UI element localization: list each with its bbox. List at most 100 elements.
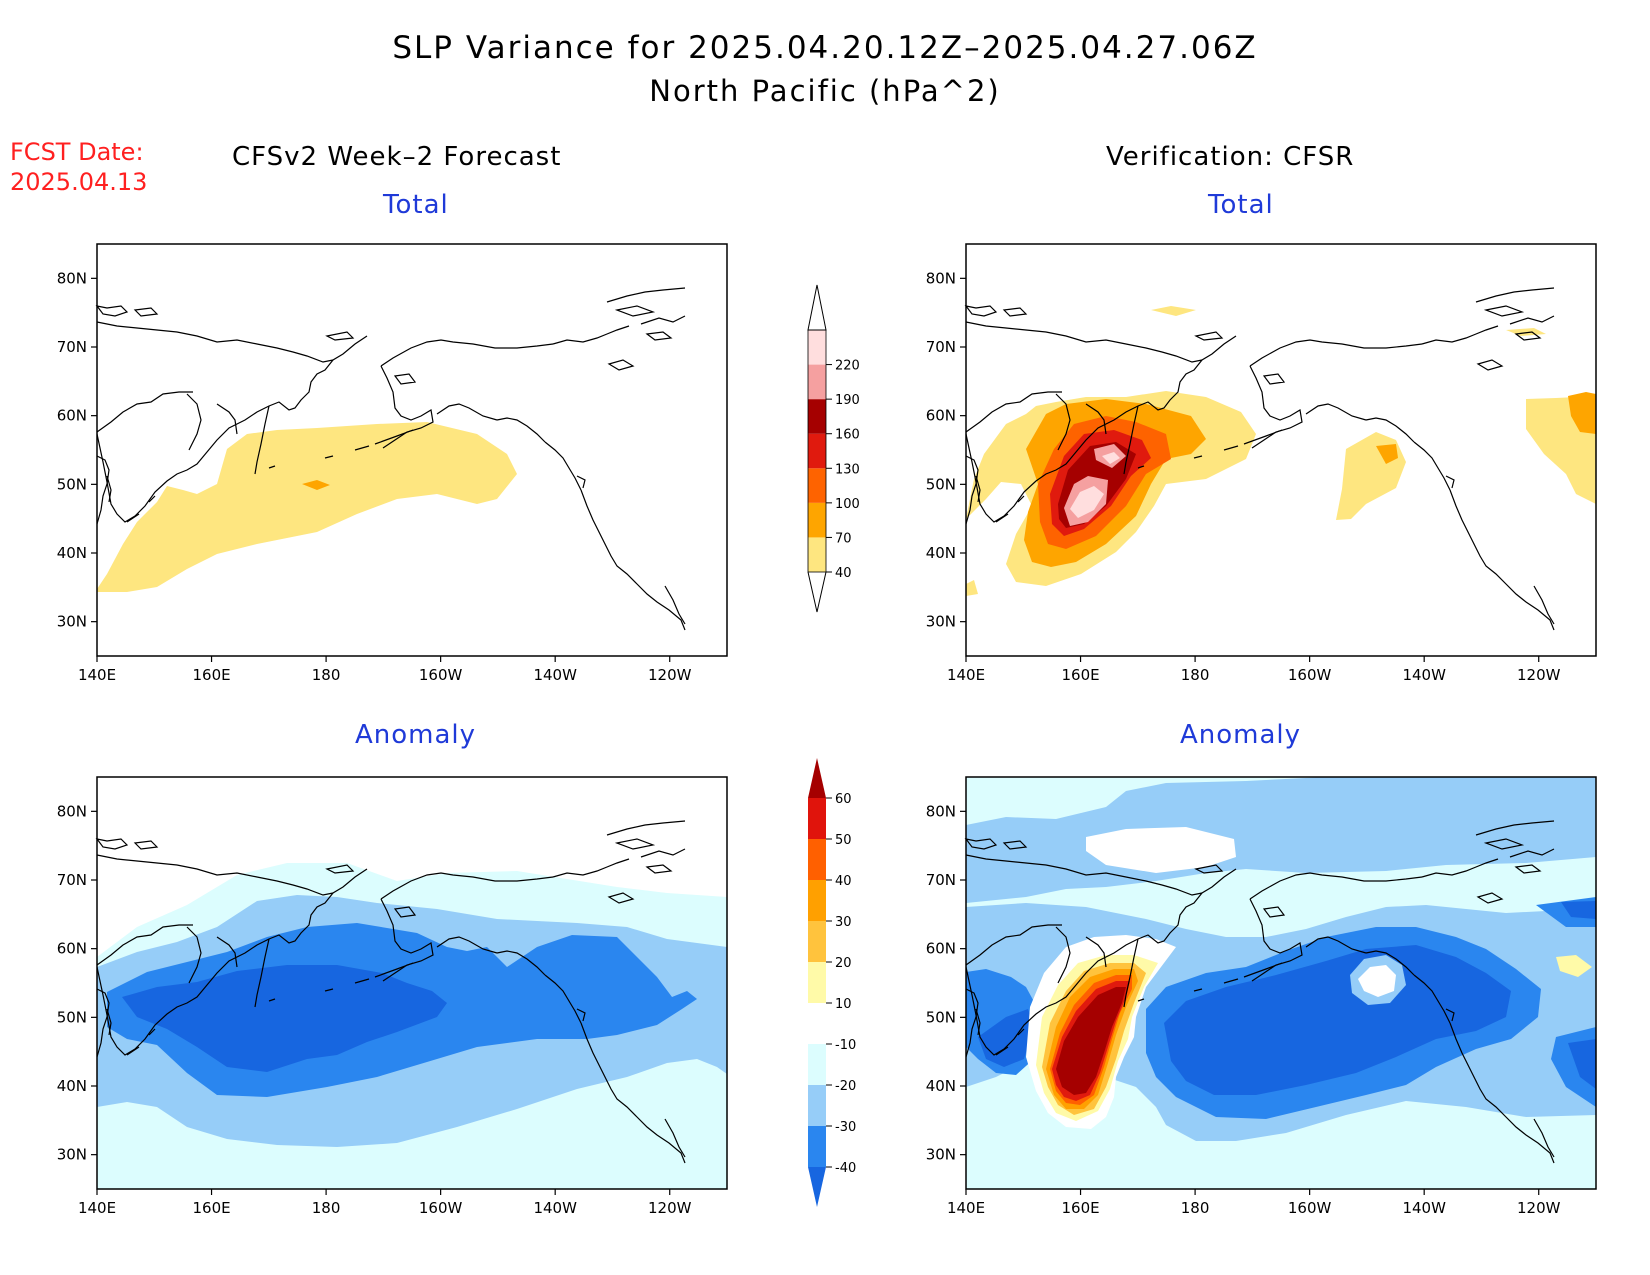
verification-anomaly-lon-tick-label: 180 [1181,1199,1210,1217]
verification-anomaly-lat-tick-label: 50N [926,1008,956,1026]
verification-total-map [965,243,1597,657]
verification-total-lon-tick-label: 140W [1402,666,1446,684]
verification-anomaly-lon-tick-label: 160W [1288,1199,1332,1217]
forecast-anomaly-lon-tick-label: 160W [419,1199,463,1217]
colorbar-anomaly-bin [808,1126,826,1167]
colorbar-total-label: 220 [835,359,860,374]
verification-anomaly-lon-tick-label: 160E [1061,1199,1099,1217]
forecast-anomaly-map [96,776,728,1190]
verification-anomaly-lon-tick-label: 140W [1402,1199,1446,1217]
colorbar-anomaly-label: -20 [835,1079,856,1094]
colorbar-total-bin [808,399,826,434]
colorbar-anomaly-high-triangle [808,758,826,798]
forecast-total-lat-tick-label: 60N [57,407,87,425]
colorbar-total: 40 70 100 130 160 190 220 [807,284,860,613]
verification-total-lat-tick-label: 60N [926,407,956,425]
main-title: SLP Variance for 2025.04.20.12Z–2025.04.… [392,30,1258,66]
verification-total-lon-tick-label: 160W [1288,666,1332,684]
main-subtitle: North Pacific (hPa^2) [649,74,1001,108]
forecast-anomaly-lon-tick-label: 160E [192,1199,230,1217]
colorbar-anomaly-label: -30 [835,1120,856,1135]
verification-total-lat-tick-label: 30N [926,613,956,631]
forecast-anomaly-lat-tick-label: 30N [57,1146,87,1164]
axes-ticks: 140E 160E 180 160W 140W 120W 80N 70N 60N 50N 40N 30… [57,269,1561,1217]
forecast-anomaly-lon-tick-label: 140E [78,1199,116,1217]
colorbar-anomaly-bin [808,921,826,962]
forecast-anomaly-lon-tick-label: 120W [648,1199,692,1217]
forecast-anomaly-lat-tick-label: 70N [57,871,87,889]
verification-total-lon-tick-label: 120W [1517,666,1561,684]
colorbar-total-bin [808,364,826,400]
colorbar-anomaly-bin [808,839,826,880]
verification-anomaly-title: Anomaly [1180,720,1302,750]
forecast-total-70-spot [302,480,330,490]
verification-anomaly-lat-tick-label: 70N [926,871,956,889]
verification-total-lon-tick-label: 140E [947,666,985,684]
colorbar-anomaly-label: 20 [835,956,852,971]
forecast-anomaly-lat-tick-label: 60N [57,940,87,958]
forecast-total-lat-tick-label: 30N [57,613,87,631]
verification-total-lon-tick-label: 160E [1061,666,1099,684]
colorbar-anomaly-bin [808,1044,826,1085]
verification-anomaly-lat-tick-label: 30N [926,1146,956,1164]
forecast-total-lat-tick-label: 80N [57,269,87,287]
colorbar-anomaly-label: -40 [835,1161,856,1176]
colorbar-total-bin [808,468,826,503]
verification-total-lat-tick-label: 80N [926,269,956,287]
colorbar-anomaly-bin [808,962,826,1003]
forecast-total-map [96,243,728,657]
colorbar-total-bin [808,537,826,572]
verification-anomaly-lat-tick-label: 40N [926,1077,956,1095]
verification-anomaly-lat-tick-label: 60N [926,940,956,958]
verification-anomaly-lon-tick-label: 140E [947,1199,985,1217]
colorbar-total-label: 70 [835,531,852,546]
forecast-anomaly-lon-tick-label: 180 [312,1199,341,1217]
verification-total-lon-tick-label: 180 [1181,666,1210,684]
colorbar-anomaly-bin [808,1003,826,1044]
verification-total-title: Total [1208,190,1274,220]
forecast-total-lon-tick-label: 120W [648,666,692,684]
colorbar-anomaly-bin [808,798,826,839]
forecast-anomaly-lat-tick-label: 40N [57,1077,87,1095]
forecast-total-lat-tick-label: 50N [57,475,87,493]
forecast-total-lat-tick-label: 70N [57,338,87,356]
verification-anomaly-lon-tick-label: 120W [1517,1199,1561,1217]
colorbar-anomaly-label: 10 [835,997,852,1012]
colorbar-total-bin [808,433,826,469]
colorbar-anomaly-low-triangle [808,1167,826,1207]
forecast-column-title: CFSv2 Week–2 Forecast [232,142,562,172]
verification-column-title: Verification: CFSR [1106,142,1355,172]
colorbar-total-bin [808,502,826,538]
colorbar-total-label: 130 [835,462,860,477]
forecast-total-lon-tick-label: 140W [533,666,577,684]
forecast-anomaly-title: Anomaly [355,720,477,750]
verification-total-lat-tick-label: 50N [926,475,956,493]
verification-total-lat-tick-label: 40N [926,544,956,562]
forecast-total-title: Total [383,190,449,220]
colorbar-anomaly-bin [808,880,826,921]
forecast-total-40-contour [97,422,517,592]
colorbar-anomaly-label: 30 [835,915,852,930]
forecast-total-lon-tick-label: 160E [192,666,230,684]
colorbar-total-label: 160 [835,428,860,443]
forecast-anomaly-40-contour [122,965,447,1072]
verification-anomaly-map [965,776,1597,1190]
fcst-date-value: 2025.04.13 [10,168,148,196]
forecast-anomaly-lat-tick-label: 80N [57,802,87,820]
colorbar-total-label: 100 [835,497,860,512]
colorbar-anomaly-label: 50 [835,833,852,848]
colorbar-anomaly-label: -10 [835,1038,856,1053]
colorbar-anomaly-label: 60 [835,792,852,807]
forecast-anomaly-lat-tick-label: 50N [57,1008,87,1026]
verification-anomaly-lat-tick-label: 80N [926,802,956,820]
colorbar-anomaly: -40 -30 -20 -10 10 20 30 40 50 60 [808,758,856,1207]
forecast-total-lon-tick-label: 140E [78,666,116,684]
forecast-anomaly-lon-tick-label: 140W [533,1199,577,1217]
fcst-date-label: FCST Date: [10,138,144,166]
forecast-total-lon-tick-label: 160W [419,666,463,684]
colorbar-anomaly-bin [808,1085,826,1126]
colorbar-total-label: 190 [835,393,860,408]
verification-total-lat-tick-label: 70N [926,338,956,356]
colorbar-anomaly-label: 40 [835,874,852,889]
